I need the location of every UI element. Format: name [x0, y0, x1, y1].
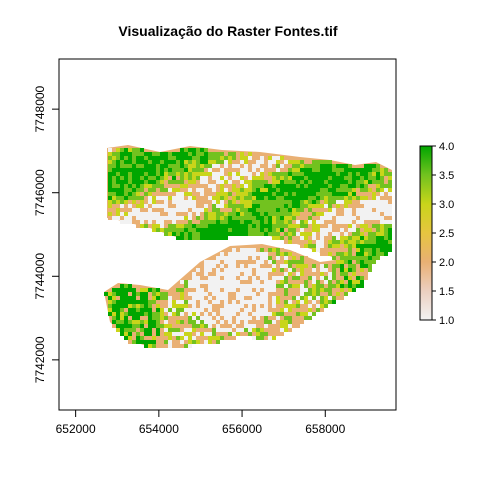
y-tick-label: 7742000	[33, 336, 47, 383]
legend-tick-label: 1.5	[439, 286, 454, 298]
legend-tick-label: 3.0	[439, 199, 454, 211]
legend-tick-label: 4.0	[439, 141, 454, 153]
y-tick-label: 7746000	[33, 169, 47, 216]
x-tick-label: 658000	[305, 422, 345, 436]
color-legend: 1.0 1.5 2.0 2.5 3.0 3.5 4.0	[420, 141, 454, 327]
legend-tick-label: 2.0	[439, 257, 454, 269]
y-tick-label: 7744000	[33, 253, 47, 300]
legend-tick-label: 3.5	[439, 170, 454, 182]
legend-tick-label: 2.5	[439, 228, 454, 240]
x-axis: 652000 654000 656000 658000	[56, 410, 346, 436]
legend-color-bar	[420, 146, 432, 320]
y-tick-label: 7748000	[33, 85, 47, 132]
y-axis: 7742000 7744000 7746000 7748000	[33, 85, 59, 383]
chart-title: Visualização do Raster Fontes.tif	[118, 23, 337, 39]
x-tick-label: 656000	[222, 422, 262, 436]
x-tick-label: 654000	[139, 422, 179, 436]
x-tick-label: 652000	[56, 422, 96, 436]
legend-tick-label: 1.0	[439, 315, 454, 327]
raster-image	[104, 145, 392, 348]
